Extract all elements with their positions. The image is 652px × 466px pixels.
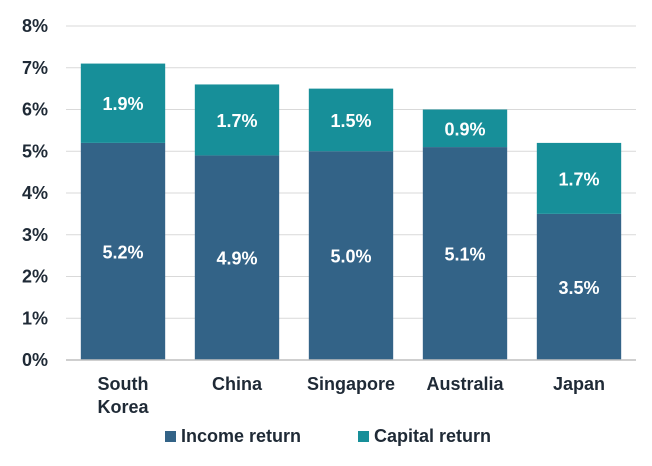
y-tick-label: 4% [22,183,48,203]
y-tick-label: 2% [22,267,48,287]
legend-swatch [358,431,369,442]
bars: 5.2% 1.9% 4.9% 1.7% 5.0% 1.5% 5.1% 0.9% 3.5% 1.7% [80,63,622,360]
data-label: 5.2% [102,242,143,262]
y-tick-label: 7% [22,58,48,78]
y-tick-label: 5% [22,141,48,161]
y-tick-label: 6% [22,100,48,120]
legend-swatch [165,431,176,442]
bar-capital-return [308,88,394,152]
bar-income-return [422,147,508,360]
data-label: 5.1% [444,245,485,265]
x-category-label: Australia [426,374,504,394]
y-tick-label: 8% [22,16,48,36]
legend-label: Income return [181,426,301,446]
x-category-label: South [98,374,149,394]
data-label: 4.9% [216,249,257,269]
x-axis-categories: South Korea China Singapore Australia Japan [97,374,605,417]
x-category-label: Singapore [307,374,395,394]
bar-capital-return [194,84,280,156]
bar-income-return [308,151,394,360]
x-category-label: China [212,374,263,394]
y-axis-ticks: 0% 1% 2% 3% 4% 5% 6% 7% 8% [22,16,48,370]
bar-capital-return [422,109,508,148]
y-tick-label: 0% [22,350,48,370]
bar-capital-return [536,142,622,214]
y-tick-label: 3% [22,225,48,245]
bar-capital-return [80,63,166,143]
bar-income-return [80,142,166,360]
data-label: 1.7% [216,111,257,131]
legend: Income return Capital return [165,426,491,446]
x-category-label: Korea [97,397,149,417]
legend-label: Capital return [374,426,491,446]
y-tick-label: 1% [22,308,48,328]
bar-income-return [536,213,622,360]
data-label: 1.7% [558,169,599,189]
data-label: 0.9% [444,119,485,139]
bar-income-return [194,155,280,360]
data-label: 1.9% [102,94,143,114]
data-label: 5.0% [330,247,371,267]
data-label: 3.5% [558,278,599,298]
x-category-label: Japan [553,374,605,394]
data-label: 1.5% [330,111,371,131]
